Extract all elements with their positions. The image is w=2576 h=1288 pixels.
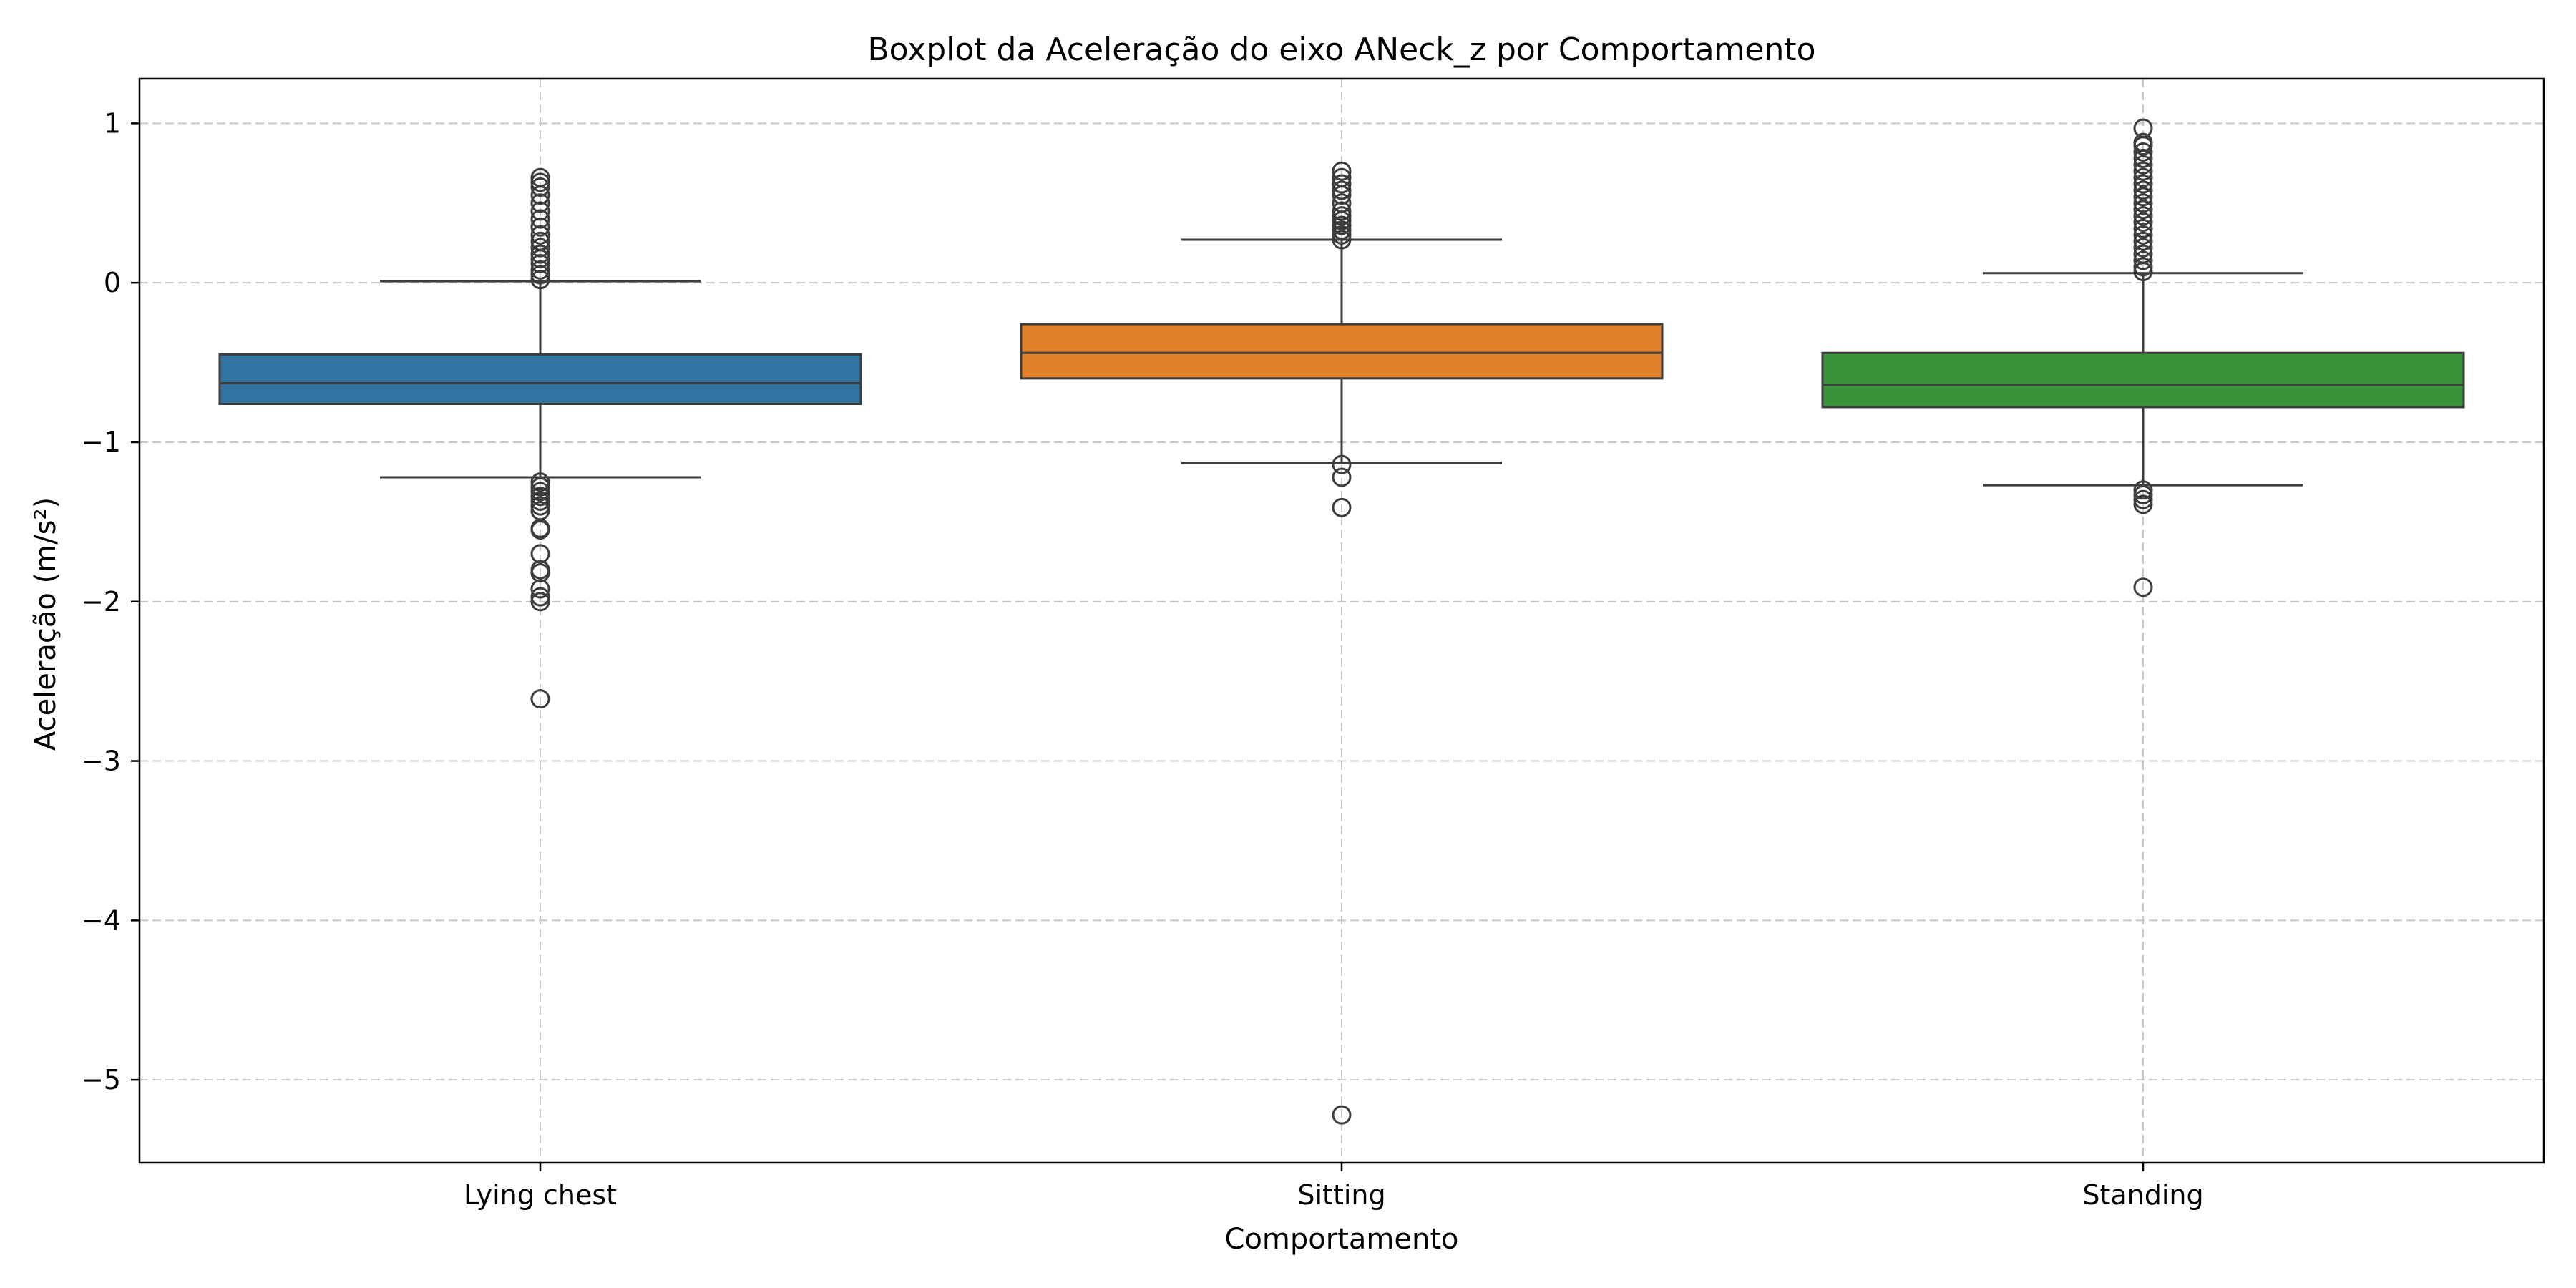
outlier-point <box>1332 225 1352 245</box>
x-axis-label: Comportamento <box>1225 1223 1459 1256</box>
outlier-point <box>1332 206 1352 226</box>
outlier-point <box>2133 206 2153 226</box>
outlier-point <box>1332 193 1352 213</box>
y-tick-label: 1 <box>104 107 121 139</box>
box-iqr <box>218 353 862 406</box>
box-iqr <box>1821 351 2465 409</box>
boxplot-standing <box>1821 118 2465 597</box>
outlier-point <box>2133 155 2153 175</box>
y-tick-label: 0 <box>104 267 121 298</box>
outlier-point <box>1332 467 1352 487</box>
x-tick-label: Standing <box>2082 1179 2203 1211</box>
outlier-point <box>530 491 550 511</box>
outlier-point <box>2133 257 2153 277</box>
outlier-point <box>2133 238 2153 258</box>
outlier-point <box>530 270 550 290</box>
outlier-point <box>1332 180 1352 200</box>
outlier-point <box>2133 174 2153 194</box>
box-iqr <box>1020 323 1664 380</box>
outlier-point <box>530 253 550 273</box>
outlier-point <box>530 472 550 492</box>
outlier-point <box>2133 250 2153 270</box>
outlier-point <box>2133 218 2153 238</box>
outlier-point <box>2133 484 2153 504</box>
boxplots <box>218 118 2465 1125</box>
boxplot-lying-chest <box>218 167 862 709</box>
outlier-point <box>530 238 550 258</box>
outlier-point <box>2133 225 2153 245</box>
outlier-point <box>530 231 550 251</box>
outlier-point <box>530 496 550 516</box>
boxplot-sitting <box>1020 161 1664 1125</box>
outlier-point <box>530 201 550 221</box>
outlier-point <box>1332 220 1352 240</box>
outlier-point <box>1332 454 1352 474</box>
x-tick-label: Sitting <box>1297 1179 1385 1211</box>
outlier-point <box>1332 497 1352 517</box>
outlier-point <box>530 592 550 612</box>
outlier-point <box>1332 167 1352 187</box>
outlier-point <box>2133 577 2153 597</box>
outlier-point <box>2133 480 2153 500</box>
outlier-point <box>530 520 550 540</box>
outlier-point <box>530 167 550 187</box>
outlier-point <box>530 563 550 583</box>
outlier-point <box>530 487 550 507</box>
outlier-point <box>530 260 550 280</box>
outlier-point <box>530 482 550 502</box>
outlier-point <box>2133 200 2153 220</box>
outlier-point <box>2133 213 2153 233</box>
outlier-point <box>530 172 550 192</box>
outlier-point <box>530 225 550 245</box>
outlier-point <box>2133 118 2153 138</box>
y-tick-label: −1 <box>81 426 121 458</box>
outlier-point <box>530 477 550 497</box>
outlier-point <box>530 544 550 564</box>
outlier-point <box>2133 231 2153 251</box>
outlier-point <box>2133 244 2153 264</box>
y-tick-label: −5 <box>81 1064 121 1096</box>
outlier-point <box>2133 489 2153 509</box>
outlier-point <box>2133 142 2153 162</box>
y-tick-label: −3 <box>81 746 121 777</box>
outlier-point <box>1332 215 1352 235</box>
y-tick-label: −4 <box>81 904 121 936</box>
outlier-point <box>2133 180 2153 200</box>
outlier-point <box>1332 161 1352 181</box>
outlier-point <box>2133 161 2153 181</box>
outlier-point <box>2133 193 2153 213</box>
outlier-point <box>2133 187 2153 207</box>
outlier-point <box>530 689 550 709</box>
chart-title: Boxplot da Aceleração do eixo ANeck_z po… <box>867 31 1815 68</box>
outlier-point <box>530 244 550 264</box>
outlier-point <box>1332 230 1352 250</box>
y-tick-label: −2 <box>81 586 121 618</box>
axis-ticks: 1 0 −1 −2 −3 −4 −5 Lying chest Sitting Standing <box>81 107 2204 1211</box>
outlier-point <box>530 579 550 599</box>
outlier-point <box>530 265 550 285</box>
outlier-point <box>2133 494 2153 514</box>
outlier-point <box>1332 1105 1352 1125</box>
x-tick-label: Lying chest <box>464 1179 617 1211</box>
outlier-point <box>530 177 550 197</box>
outlier-point <box>2133 132 2153 152</box>
outlier-point <box>530 193 550 213</box>
outlier-point <box>530 209 550 229</box>
outlier-point <box>530 587 550 607</box>
outlier-point <box>1332 201 1352 221</box>
y-axis-label: Aceleração (m/s²) <box>29 497 62 751</box>
outlier-point <box>1332 174 1352 194</box>
outlier-point <box>2133 148 2153 168</box>
outlier-point <box>530 217 550 237</box>
outlier-point <box>2133 167 2153 187</box>
